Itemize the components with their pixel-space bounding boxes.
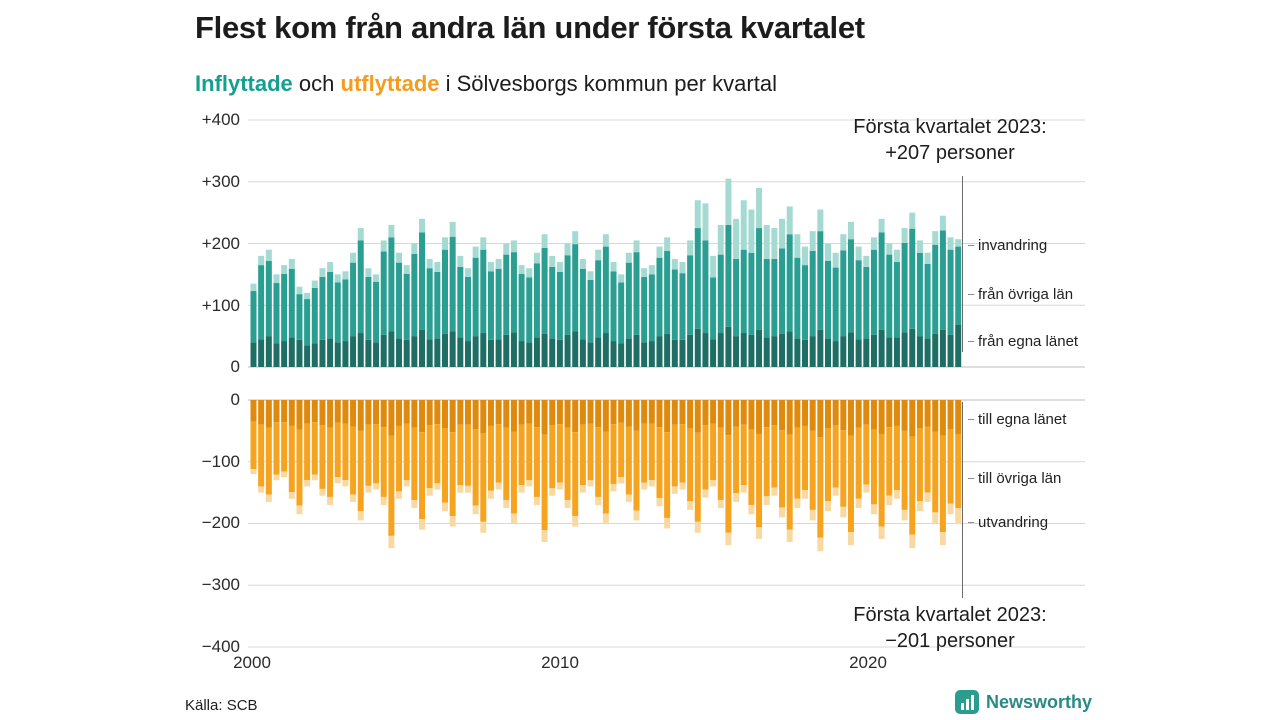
xtick-2000: 2000 <box>233 653 271 672</box>
subtitle-rest: i Sölvesborgs kommun per kvartal <box>439 71 777 96</box>
label-tick <box>968 419 974 420</box>
label-tick <box>968 245 974 246</box>
segment-label-invandring: invandring <box>968 237 1047 254</box>
newsworthy-logo-text: Newsworthy <box>986 691 1093 712</box>
segment-label-text: invandring <box>978 237 1048 254</box>
ytick-plus300: +300 <box>201 172 240 191</box>
newsworthy-logo-icon <box>955 690 979 714</box>
annotation-bottom-line1: Första kvartalet 2023: <box>853 604 1047 626</box>
ytick-minus300: −300 <box>201 575 240 594</box>
source-note: Källa: SCB <box>185 697 258 714</box>
label-tick <box>968 341 974 342</box>
segment-label-text: till övriga län <box>978 470 1062 487</box>
segment-label-text: utvandring <box>978 514 1049 531</box>
subtitle-utflyttade: utflyttade <box>340 71 440 96</box>
segment-label-fran-ovriga-lan: från övriga län <box>968 286 1073 303</box>
subtitle-inflyttade: Inflyttade <box>195 71 293 96</box>
ytick-minus200: −200 <box>201 513 240 532</box>
ytick-minus400: −400 <box>201 637 240 656</box>
label-tick <box>968 478 974 479</box>
segment-label-fran-egna-lanet: från egna länet <box>968 333 1078 350</box>
newsworthy-brand: Newsworthy <box>955 690 1092 714</box>
xtick-2020: 2020 <box>849 653 887 672</box>
ytick-zero-top: 0 <box>230 357 240 376</box>
annotation-top-line2: +207 personer <box>885 142 1015 164</box>
annotation-bottom: Första kvartalet 2023: −201 personer <box>810 602 1090 654</box>
annotation-top: Första kvartalet 2023: +207 personer <box>810 114 1090 166</box>
segment-label-text: till egna länet <box>978 411 1067 428</box>
segment-label-text: från övriga län <box>978 286 1074 303</box>
subtitle-och: och <box>292 71 341 96</box>
annotation-bottom-line2: −201 personer <box>885 630 1015 652</box>
chart-subtitle: Inflyttade och utflyttade i Sölvesborgs … <box>195 71 777 97</box>
ytick-minus100: −100 <box>201 452 240 471</box>
annotation-top-line1: Första kvartalet 2023: <box>853 116 1047 138</box>
label-tick <box>968 522 974 523</box>
page-title: Flest kom från andra län under första kv… <box>195 10 865 45</box>
ytick-plus400: +400 <box>201 110 240 129</box>
label-tick <box>968 294 974 295</box>
xtick-2010: 2010 <box>541 653 579 672</box>
segment-label-utvandring: utvandring <box>968 514 1048 531</box>
segment-label-till-egna-lanet: till egna länet <box>968 411 1066 428</box>
ytick-plus200: +200 <box>201 234 240 253</box>
ytick-plus100: +100 <box>201 296 240 315</box>
segment-label-till-ovriga-lan: till övriga län <box>968 470 1061 487</box>
segment-label-text: från egna länet <box>978 333 1079 350</box>
ytick-zero-bottom: 0 <box>230 390 240 409</box>
